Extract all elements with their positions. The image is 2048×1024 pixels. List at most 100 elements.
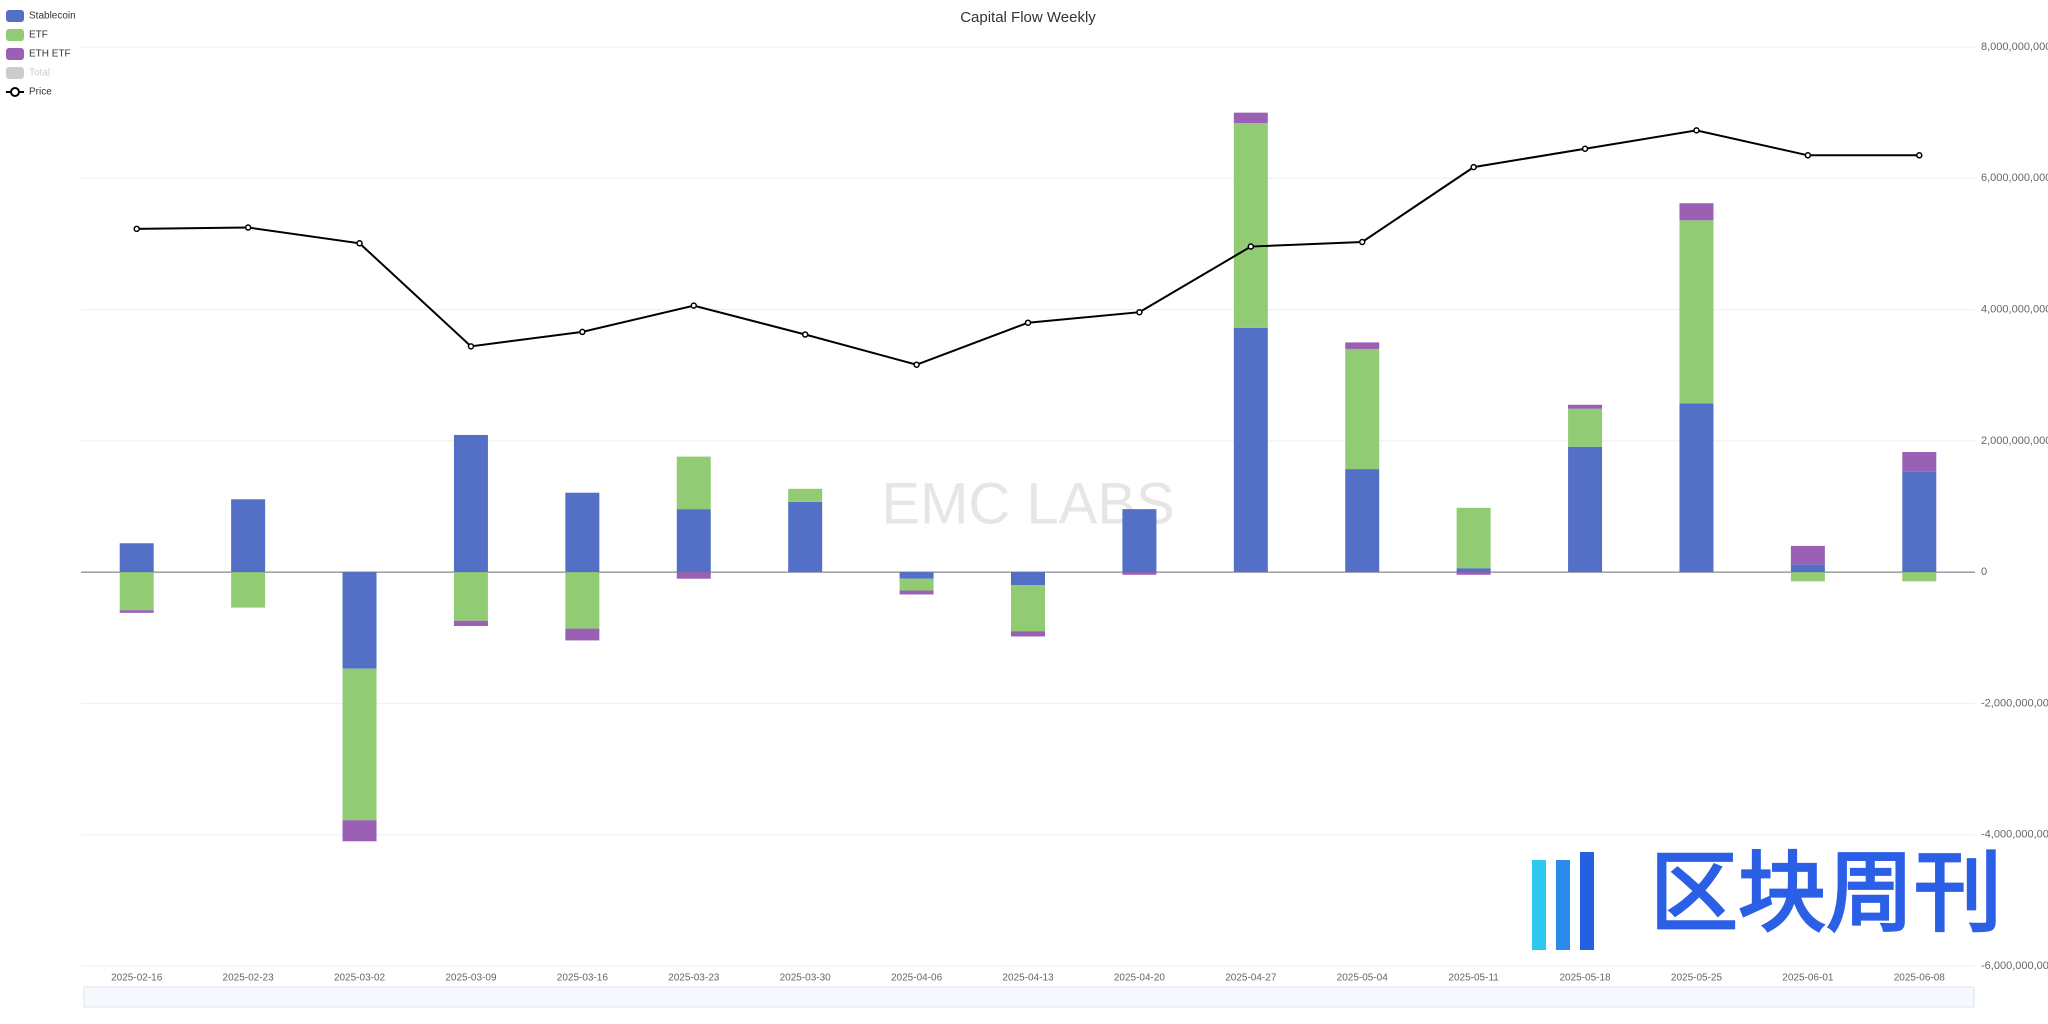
chart-title: Capital Flow Weekly [960, 9, 1096, 26]
bar [676, 509, 711, 573]
bar [1902, 452, 1937, 472]
bar [453, 572, 488, 621]
logo-bar [1580, 852, 1594, 950]
bar [1790, 564, 1825, 573]
bar [899, 572, 934, 579]
bar [1011, 585, 1045, 632]
bar [1679, 203, 1714, 221]
price-point [690, 302, 698, 309]
x-tick-label: 2025-06-01 [1782, 973, 1834, 984]
price-point [1916, 152, 1923, 159]
legend-swatch [6, 29, 24, 41]
x-tick-label: 2025-04-27 [1225, 973, 1277, 984]
bar [119, 572, 154, 611]
bar [1568, 446, 1603, 573]
bar [1011, 631, 1045, 637]
bar [1456, 568, 1491, 573]
bar [1790, 545, 1825, 565]
bar [1679, 403, 1714, 573]
price-point [1247, 243, 1255, 250]
bar [1345, 348, 1380, 470]
logo-bar [1532, 860, 1546, 950]
bar [1679, 220, 1714, 404]
x-tick-label: 2025-03-30 [780, 973, 832, 984]
bar [1902, 572, 1937, 582]
bar [899, 578, 934, 591]
bar [1122, 572, 1157, 575]
price-point [244, 224, 252, 231]
price-point [1804, 152, 1812, 159]
x-tick-label: 2025-04-06 [891, 973, 943, 984]
bar [342, 668, 377, 821]
x-tick-label: 2025-04-13 [1002, 973, 1054, 984]
price-point [913, 361, 920, 368]
price-point [1470, 163, 1477, 171]
x-tick-label: 2025-05-11 [1448, 973, 1499, 984]
price-point [1693, 127, 1700, 134]
bar [676, 456, 711, 510]
bar [1568, 404, 1603, 409]
price-point [1358, 238, 1366, 246]
y-tick-label: -2,000,000,000 [1981, 697, 2048, 709]
bar [1902, 471, 1937, 573]
y-tick-label: 2,000,000,000 [1981, 435, 2048, 447]
x-tick-label: 2025-03-23 [668, 973, 720, 984]
y-tick-label: -6,000,000,000 [1981, 960, 2048, 972]
bar [119, 543, 154, 573]
logo-text: 区块周刊 [1650, 843, 2002, 942]
y-tick-label: 6,000,000,000 [1981, 172, 2048, 184]
x-tick-label: 2025-05-25 [1671, 973, 1723, 984]
price-point [1024, 319, 1032, 326]
x-tick-label: 2025-02-16 [111, 973, 163, 984]
x-tick-label: 2025-03-16 [557, 973, 609, 984]
y-tick-label: 4,000,000,000 [1981, 303, 2048, 315]
bar [453, 434, 488, 573]
legend-swatch [6, 67, 24, 79]
price-point [579, 328, 586, 336]
y-tick-label: 0 [1981, 566, 1987, 578]
legend-swatch [6, 10, 24, 22]
bar [1456, 507, 1491, 569]
legend-swatch [6, 48, 24, 60]
price-point [1581, 145, 1589, 152]
x-tick-label: 2025-02-23 [223, 973, 275, 984]
bar [1233, 327, 1268, 573]
bar [342, 572, 377, 669]
bar [899, 590, 934, 595]
y-tick-label: 8,000,000,000 [1981, 41, 2048, 53]
x-tick-label: 2025-05-04 [1337, 973, 1389, 984]
bar [1011, 572, 1045, 586]
price-point [133, 225, 140, 233]
bar [1122, 509, 1157, 573]
x-tick-label: 2025-06-08 [1894, 973, 1946, 984]
bar [231, 572, 266, 608]
y-tick-label: -4,000,000,000 [1981, 829, 2048, 841]
price-point [1136, 308, 1143, 316]
price-point [356, 240, 363, 247]
bar [1233, 123, 1268, 328]
bar [1568, 408, 1603, 447]
legend-marker [10, 87, 20, 97]
bar [788, 488, 823, 502]
x-tick-label: 2025-03-09 [445, 973, 497, 984]
bar [1790, 572, 1825, 582]
legend-label: ETF [29, 30, 48, 41]
x-tick-label: 2025-03-02 [334, 973, 386, 984]
bar [119, 610, 154, 613]
bar [453, 620, 488, 626]
bar [342, 820, 377, 842]
bar [1233, 112, 1268, 124]
legend-label: ETH ETF [29, 49, 71, 60]
bar [1345, 342, 1380, 349]
legend-label: Price [29, 87, 52, 98]
legend-label: Stablecoin [29, 11, 76, 22]
legend-label: Total [29, 68, 50, 79]
bar [788, 501, 823, 573]
x-tick-label: 2025-05-18 [1559, 973, 1611, 984]
bar [1456, 572, 1491, 575]
bar [1345, 469, 1380, 573]
data-zoom[interactable] [83, 986, 1975, 1008]
bar [565, 628, 600, 641]
price-point [801, 331, 809, 338]
